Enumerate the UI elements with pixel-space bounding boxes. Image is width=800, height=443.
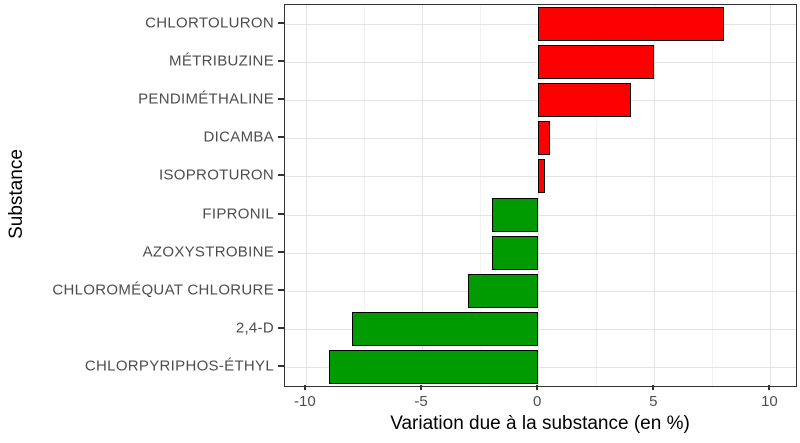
y-tick-mark — [278, 212, 284, 215]
x-tick-mark — [420, 385, 423, 390]
y-tick-label: PENDIMÉTHALINE — [138, 90, 274, 108]
bar-isoproturon — [538, 159, 546, 194]
bar-azoxystrobine — [491, 235, 539, 270]
gridline-major-vertical — [422, 5, 424, 386]
gridline-minor-vertical — [480, 5, 482, 386]
x-axis-title: Variation due à la substance (en %) — [390, 413, 690, 434]
y-tick-label: FIPRONIL — [202, 205, 274, 223]
bar-m-tribuzine — [538, 45, 655, 80]
y-tick-label: CHLORPYRIPHOS-ÉTHYL — [84, 357, 274, 375]
gridline-major-horizontal — [285, 290, 796, 292]
y-tick-label: ISOPROTURON — [159, 166, 274, 184]
y-tick-label: CHLOROMÉQUAT CHLORURE — [52, 281, 274, 299]
plot-panel — [284, 4, 797, 387]
y-tick-mark — [278, 326, 284, 329]
y-tick-label: MÉTRIBUZINE — [169, 52, 274, 70]
y-tick-mark — [278, 60, 284, 63]
bar-chlorpyriphos-thyl — [329, 349, 539, 384]
y-tick-mark — [278, 250, 284, 253]
y-tick-label: AZOXYSTROBINE — [142, 243, 274, 261]
y-tick-label: CHLORTOLURON — [145, 14, 274, 32]
gridline-major-horizontal — [285, 366, 796, 368]
x-tick-mark — [768, 385, 771, 390]
gridline-minor-vertical — [712, 5, 714, 386]
gridline-minor-vertical — [363, 5, 365, 386]
y-tick-mark — [278, 288, 284, 291]
y-axis-title: Substance — [6, 149, 27, 239]
y-tick-label: 2,4-D — [235, 319, 274, 337]
y-tick-mark — [278, 22, 284, 25]
gridline-major-horizontal — [285, 252, 796, 254]
y-tick-mark — [278, 364, 284, 367]
gridline-major-vertical — [538, 5, 540, 386]
bar-pendim-thaline — [538, 83, 632, 118]
gridline-major-horizontal — [285, 328, 796, 330]
y-tick-label: DICAMBA — [203, 128, 274, 146]
bar-dicamba — [538, 121, 550, 156]
y-tick-mark — [278, 136, 284, 139]
x-tick-label: 10 — [761, 393, 778, 410]
gridline-major-vertical — [770, 5, 772, 386]
y-tick-mark — [278, 98, 284, 101]
x-tick-label: 5 — [649, 393, 658, 410]
x-tick-label: -10 — [294, 393, 316, 410]
y-tick-mark — [278, 174, 284, 177]
x-tick-label: 0 — [533, 393, 542, 410]
x-tick-mark — [652, 385, 655, 390]
bar-fipronil — [491, 197, 539, 232]
bar-2-4-d — [352, 311, 539, 346]
gridline-major-horizontal — [285, 214, 796, 216]
x-tick-mark — [303, 385, 306, 390]
bar-chlortoluron — [538, 7, 724, 42]
x-tick-label: -5 — [414, 393, 428, 410]
gridline-minor-vertical — [596, 5, 598, 386]
bar-chlorom-quat-chlorure — [468, 273, 539, 308]
gridline-major-vertical — [654, 5, 656, 386]
x-tick-mark — [536, 385, 539, 390]
gridline-major-vertical — [305, 5, 307, 386]
